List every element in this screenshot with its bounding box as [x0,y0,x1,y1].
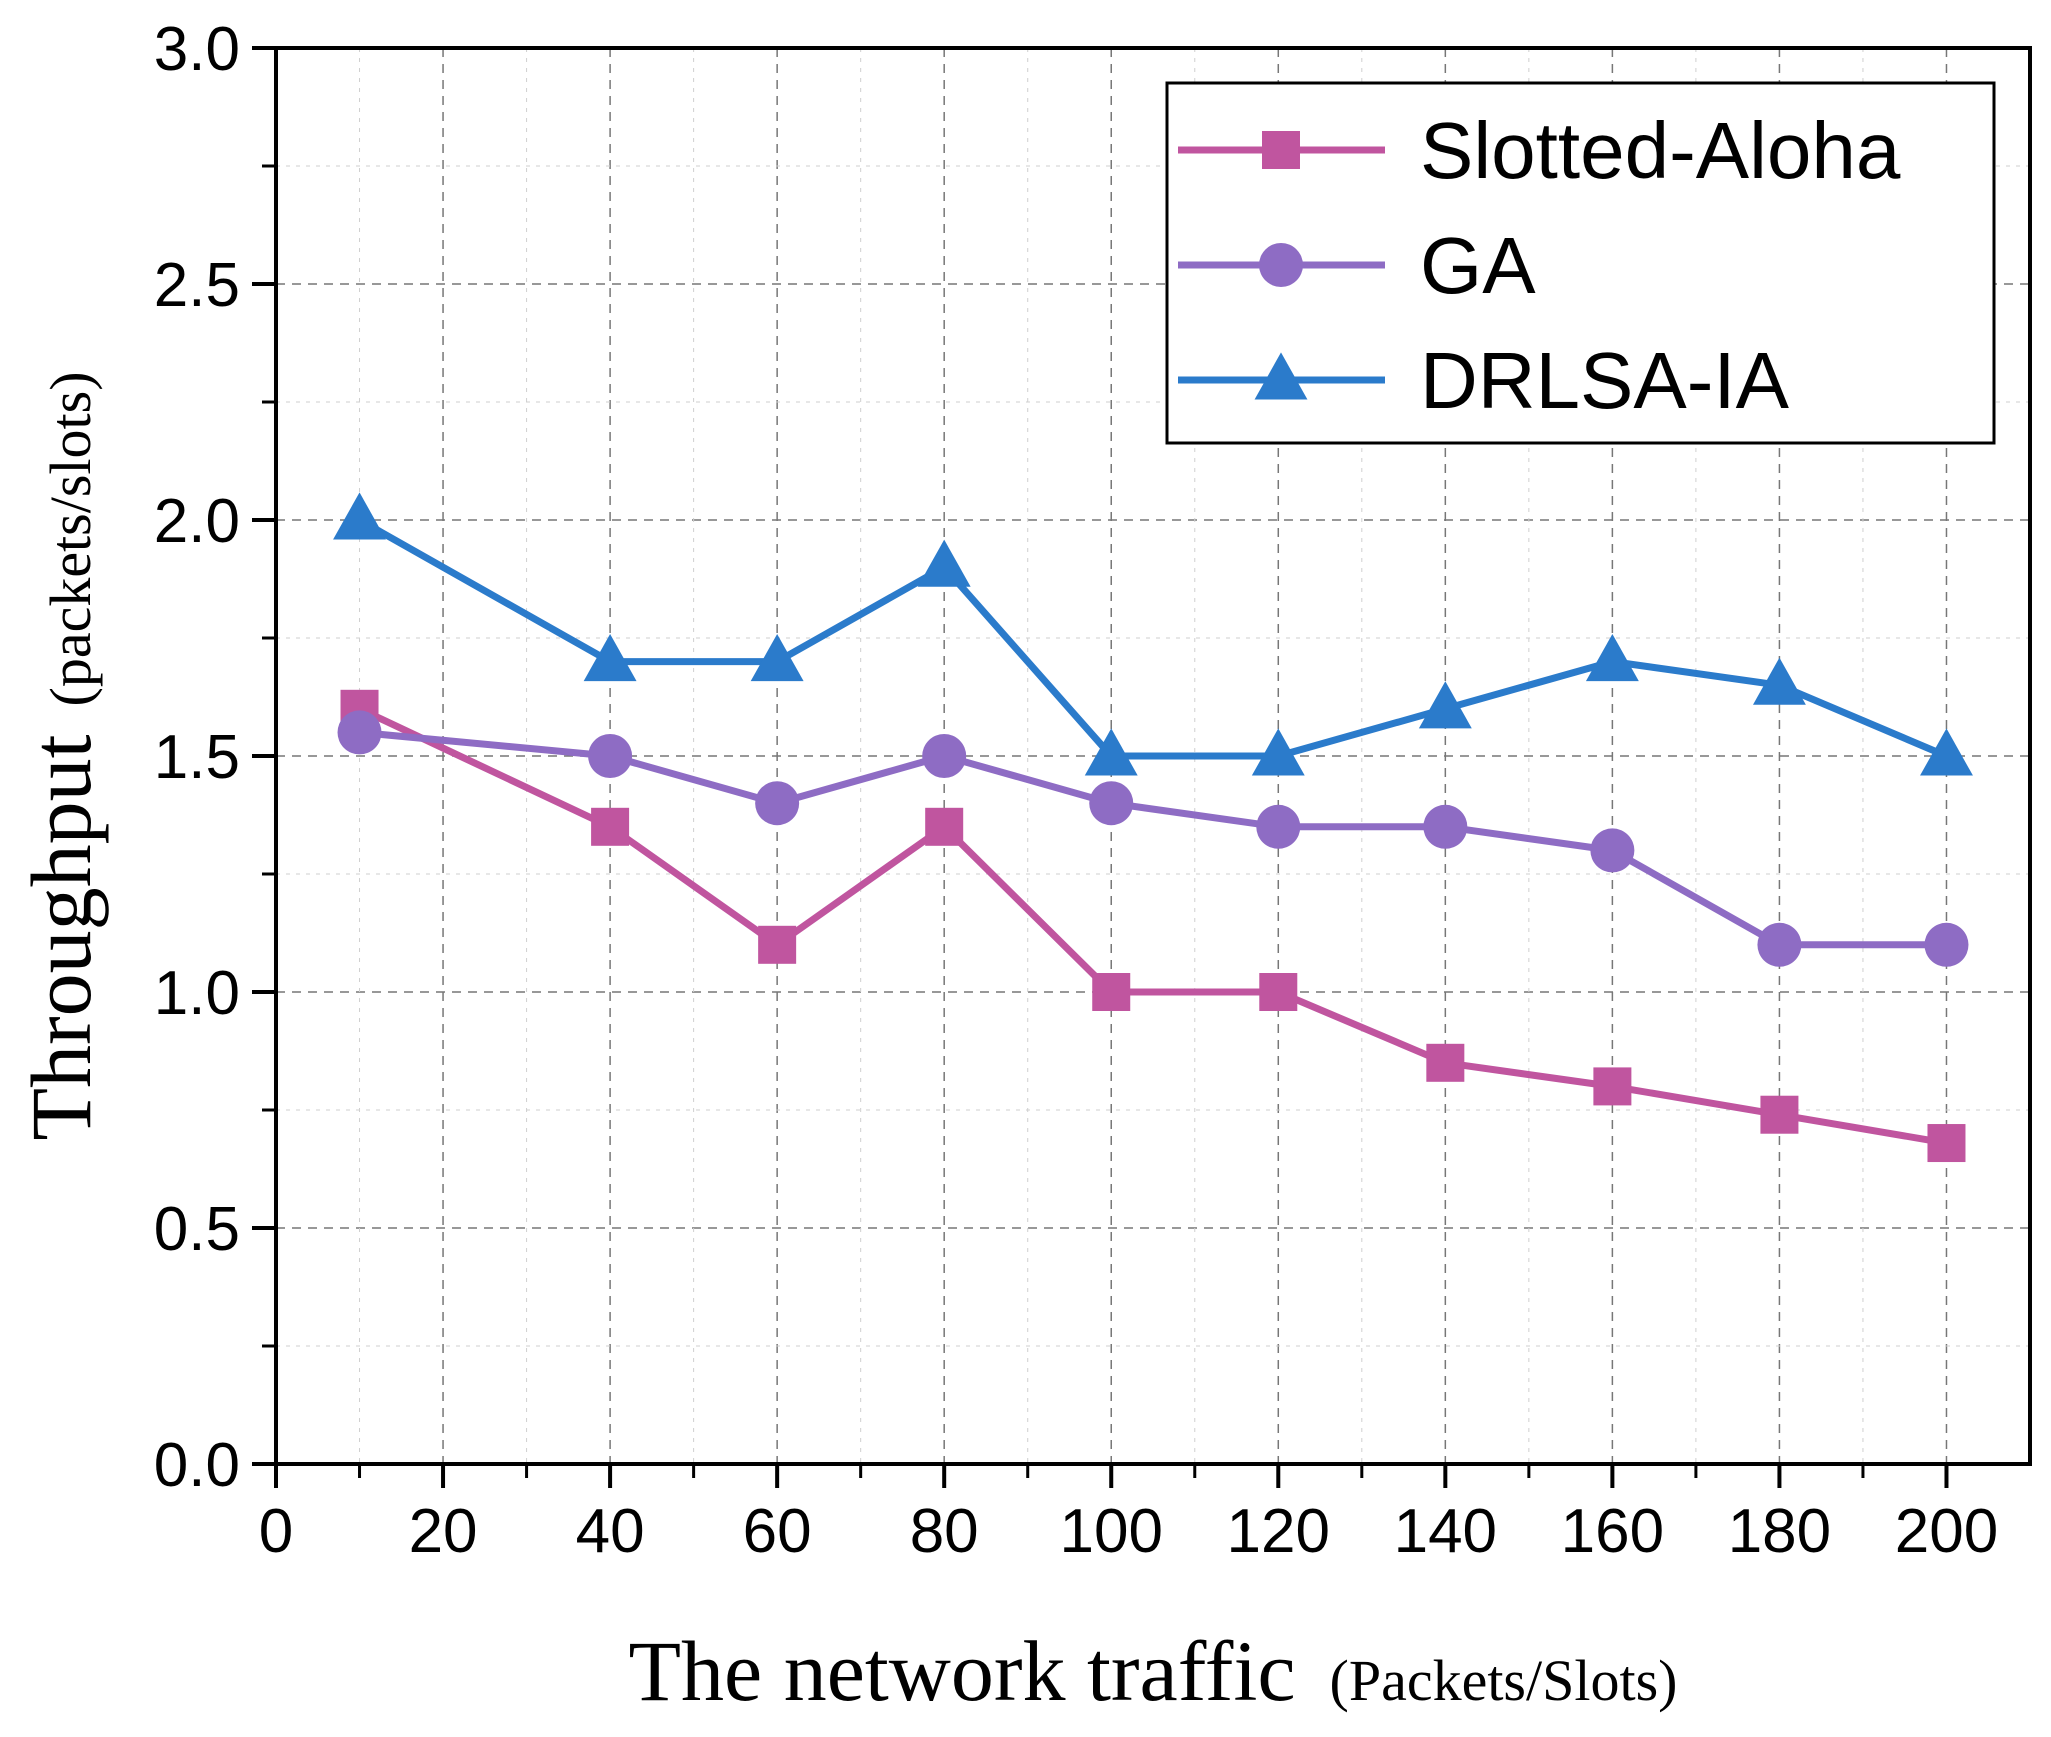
legend-item-slotted-aloha: Slotted-Aloha [1178,106,1901,195]
data-point-ga [1757,922,1802,967]
series-line-drlsa-ia [357,516,1948,760]
x-tick-label: 160 [1561,1497,1664,1566]
y-axis-title-unit: (packets/slots) [38,371,103,706]
legend: Slotted-Aloha GA DRLSA-IA [1165,81,1996,445]
data-point-slotted-aloha [1593,1067,1632,1106]
data-point-slotted-aloha [758,925,797,964]
legend-label: GA [1420,221,1536,310]
legend-marker [1254,352,1308,400]
data-point-ga [1590,828,1635,873]
data-point-ga [1089,781,1134,826]
series-line-ga [359,728,1947,949]
x-tick-label: 0 [259,1497,293,1566]
y-tick-label: 3.0 [154,15,240,84]
x-tick-label: 60 [743,1497,812,1566]
x-tick-label: 40 [576,1497,645,1566]
legend-marker [1262,131,1300,169]
series-drlsa-ia [333,492,1973,776]
y-tick-label: 0.5 [154,1195,240,1264]
data-point-slotted-aloha [1426,1043,1465,1082]
x-tick-label: 140 [1394,1497,1497,1566]
data-point-slotted-aloha [591,807,630,846]
data-point-ga [755,781,800,826]
legend-label: Slotted-Aloha [1420,106,1901,195]
data-point-ga [1924,922,1969,967]
data-point-drlsa-ia [1752,657,1806,705]
data-point-drlsa-ia [1251,728,1305,776]
data-point-drlsa-ia [1084,728,1138,776]
y-tick-label: 2.0 [154,487,240,556]
data-point-drlsa-ia [1418,681,1472,729]
data-point-ga [1423,804,1468,849]
series-line-slotted-aloha [358,705,1948,1147]
x-axis-title-main: The network traffic [629,1623,1296,1719]
legend-item-drlsa-ia: DRLSA-IA [1178,336,1790,425]
data-point-slotted-aloha [1092,973,1131,1011]
data-point-drlsa-ia [1585,634,1639,682]
x-tick-label: 120 [1227,1497,1330,1566]
axis-ticks: 0 20 40 60 80 100 120 140 160 180 200 0.0 0.5 1.0 1.5 2… [154,15,1998,1566]
series-group [333,492,1973,1163]
x-tick-label: 100 [1060,1497,1163,1566]
x-tick-label: 180 [1728,1497,1831,1566]
x-axis-title: The network traffic (Packets/Slots) [629,1623,1678,1719]
y-axis-title-main: Throughput [13,734,109,1140]
data-point-drlsa-ia [750,634,804,682]
data-point-slotted-aloha [1259,973,1298,1011]
data-point-drlsa-ia [1920,728,1973,776]
data-point-slotted-aloha [1927,1124,1966,1163]
data-point-drlsa-ia [583,634,637,682]
y-axis-title: Throughput (packets/slots) [13,371,109,1140]
data-point-drlsa-ia [917,539,971,587]
legend-marker [1259,243,1303,287]
x-tick-label: 80 [910,1497,979,1566]
x-tick-label: 200 [1895,1497,1998,1566]
y-tick-label: 2.5 [154,251,240,320]
y-tick-label: 1.5 [154,723,240,792]
series-slotted-aloha [340,689,1966,1163]
x-tick-label: 20 [409,1497,478,1566]
data-point-ga [922,734,967,778]
data-point-drlsa-ia [333,492,386,540]
data-point-slotted-aloha [1760,1095,1799,1134]
data-point-ga [337,710,382,755]
data-point-ga [1256,804,1301,849]
legend-item-ga: GA [1178,221,1536,310]
series-ga [337,710,1969,967]
legend-label: DRLSA-IA [1420,336,1790,425]
data-point-ga [588,734,633,778]
y-tick-label: 1.0 [154,959,240,1028]
data-point-slotted-aloha [925,807,964,846]
x-axis-title-unit: (Packets/Slots) [1330,1648,1678,1713]
y-tick-label: 0.0 [154,1431,240,1500]
